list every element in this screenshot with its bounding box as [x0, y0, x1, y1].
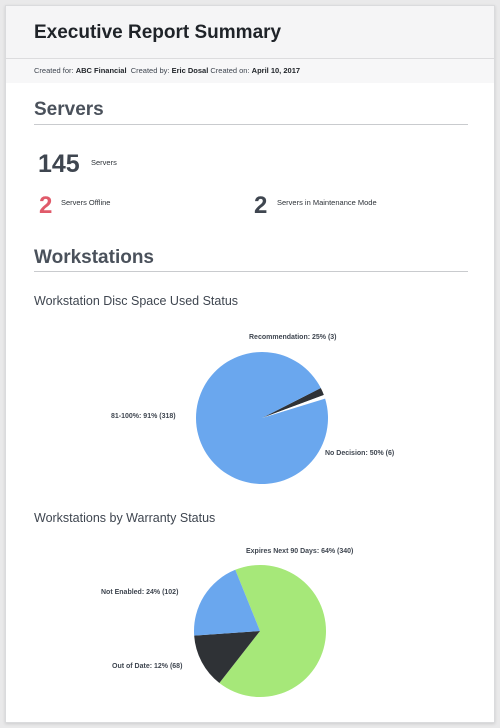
pie-slice-81-100	[196, 352, 328, 484]
servers-maintenance-label: Servers in Maintenance Mode	[277, 198, 377, 207]
created-by-value: Eric Dosal	[171, 66, 209, 75]
servers-divider	[34, 124, 468, 125]
page-title: Executive Report Summary	[34, 22, 282, 43]
pie-label-out-of-date: Out of Date: 12% (68)	[112, 663, 182, 670]
pie-label-recommendation: Recommendation: 25% (3)	[249, 334, 337, 341]
report-header: Executive Report Summary Created for: AB…	[6, 6, 494, 83]
pie-label-81-100: 81-100%: 91% (318)	[111, 413, 176, 420]
servers-total-label: Servers	[91, 158, 117, 167]
pie-slice-recommendation	[262, 395, 326, 418]
workstations-divider	[34, 271, 468, 272]
pie-slice-expires-90-days	[219, 565, 327, 697]
created-on-label: Created on:	[210, 66, 250, 75]
pie-label-not-enabled: Not Enabled: 24% (102)	[101, 589, 178, 596]
created-by-label: Created by:	[130, 66, 170, 75]
created-on-value: April 10, 2017	[251, 66, 301, 75]
report-card: Executive Report Summary Created for: AB…	[5, 5, 495, 723]
pie-slice-not-enabled	[193, 569, 260, 636]
servers-total: 145	[38, 150, 80, 178]
pie-slice-no-decision	[262, 388, 324, 418]
servers-heading: Servers	[34, 99, 104, 120]
disc-space-chart-title: Workstation Disc Space Used Status	[34, 294, 239, 308]
servers-offline-label: Servers Offline	[61, 198, 111, 207]
created-for-value: ABC Financial	[75, 66, 127, 75]
pie-label-expires-90-days: Expires Next 90 Days: 64% (340)	[246, 548, 353, 555]
created-for-label: Created for:	[34, 66, 74, 75]
servers-maintenance-count: 2	[254, 192, 268, 219]
report-meta: Created for: ABC Financial Created by: E…	[6, 58, 494, 83]
pie-slice-out-of-date	[194, 631, 260, 684]
workstations-heading: Workstations	[34, 247, 155, 268]
warranty-chart-title: Workstations by Warranty Status	[34, 511, 216, 525]
warranty-pie-chart: Expires Next 90 Days: 64% (340) Not Enab…	[101, 548, 353, 697]
pie-label-no-decision: No Decision: 50% (6)	[325, 450, 394, 457]
disc-space-pie-chart: Recommendation: 25% (3) 81-100%: 91% (31…	[111, 334, 394, 484]
servers-offline-count: 2	[39, 192, 53, 219]
